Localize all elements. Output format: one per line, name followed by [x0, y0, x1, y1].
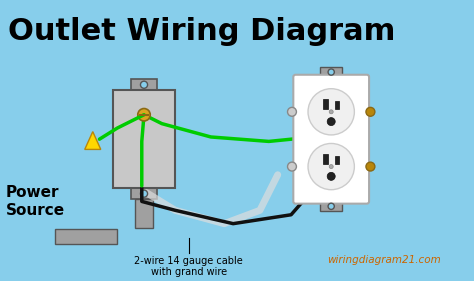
Circle shape: [329, 165, 333, 169]
Circle shape: [140, 190, 147, 197]
Polygon shape: [85, 132, 101, 149]
Text: 2-wire 14 gauge cable
with grand wire: 2-wire 14 gauge cable with grand wire: [134, 256, 243, 277]
Bar: [323, 99, 328, 109]
Circle shape: [308, 89, 355, 135]
Circle shape: [328, 69, 334, 75]
Bar: [55, 229, 117, 244]
Circle shape: [140, 81, 147, 88]
Bar: [320, 67, 342, 77]
Bar: [113, 90, 175, 188]
Bar: [335, 156, 339, 164]
Bar: [131, 79, 157, 90]
Bar: [323, 154, 328, 164]
Text: wiringdiagram21.com: wiringdiagram21.com: [327, 255, 440, 264]
Circle shape: [329, 110, 333, 114]
Circle shape: [328, 203, 334, 209]
Bar: [131, 188, 157, 199]
Circle shape: [288, 162, 296, 171]
Bar: [135, 199, 153, 228]
FancyBboxPatch shape: [293, 75, 369, 204]
Circle shape: [327, 117, 335, 126]
Circle shape: [138, 108, 150, 121]
Text: Power
Source: Power Source: [6, 185, 65, 217]
Bar: [320, 201, 342, 211]
Circle shape: [288, 107, 296, 116]
Circle shape: [308, 144, 355, 190]
Bar: [335, 101, 339, 109]
Circle shape: [327, 172, 335, 180]
Text: Outlet Wiring Diagram: Outlet Wiring Diagram: [8, 17, 395, 46]
Circle shape: [366, 107, 375, 116]
Circle shape: [366, 162, 375, 171]
